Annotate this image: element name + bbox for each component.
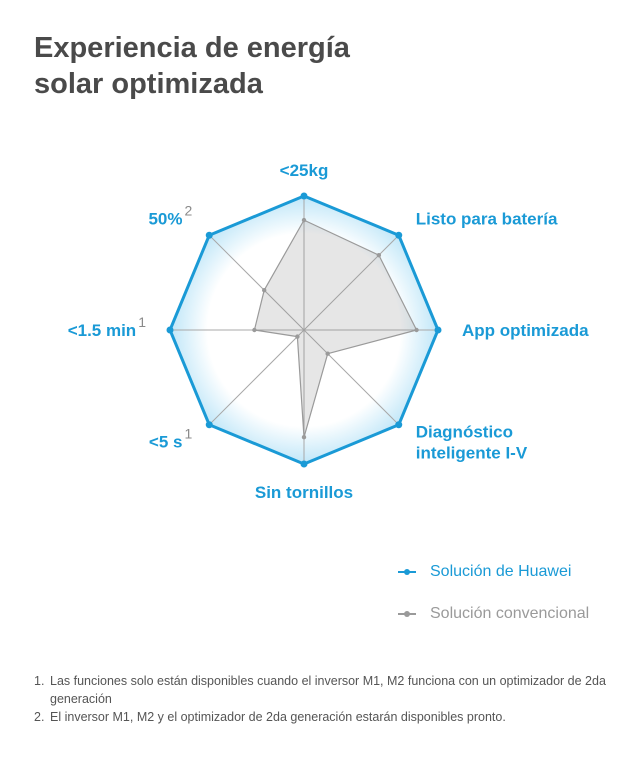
legend-marker-conventional-icon — [398, 608, 416, 620]
footnote-number: 1. — [34, 674, 45, 688]
radar-spoke — [208, 329, 305, 426]
series-huawei-point — [205, 231, 213, 239]
page-title: Experiencia de energía solar optimizada — [34, 30, 350, 102]
series-huawei-point — [395, 421, 403, 429]
series-huawei-point — [434, 326, 442, 334]
legend: Solución de Huawei Solución convencional — [398, 562, 589, 646]
legend-label-huawei: Solución de Huawei — [430, 563, 572, 580]
radar-spoke — [208, 234, 305, 331]
axis-label: <25kg — [280, 161, 329, 180]
title-line-2: solar optimizada — [34, 68, 263, 100]
footnote-text: Las funciones solo están disponibles cua… — [50, 674, 606, 706]
footnotes: 1. Las funciones solo están disponibles … — [34, 672, 614, 726]
axis-label: Diagnóstico inteligente I-V — [416, 423, 528, 463]
series-huawei-point — [166, 326, 174, 334]
legend-item-huawei: Solución de Huawei — [398, 562, 589, 582]
series-huawei-point — [300, 192, 308, 200]
axis-label: <1.5 min 1 — [68, 314, 147, 340]
radar-spoke — [303, 329, 400, 426]
series-huawei-point — [300, 460, 308, 468]
series-conventional-point — [301, 435, 307, 440]
radar-spoke — [303, 234, 400, 331]
footnote-number: 2. — [34, 710, 45, 724]
legend-label-conventional: Solución convencional — [430, 605, 590, 622]
series-conventional-point — [301, 217, 307, 223]
legend-marker-huawei-icon — [398, 566, 416, 578]
axis-label: Sin tornillos — [255, 483, 353, 502]
footnote-text: El inversor M1, M2 y el optimizador de 2… — [50, 710, 506, 724]
series-huawei-point — [395, 231, 403, 239]
title-line-1: Experiencia de energía — [34, 32, 350, 64]
series-conventional-point — [262, 288, 267, 293]
series-conventional-point — [414, 327, 419, 333]
series-conventional-point — [252, 327, 257, 333]
series-huawei-point — [205, 421, 213, 429]
axis-label: App optimizada — [462, 321, 589, 340]
series-conventional-point — [295, 334, 300, 339]
legend-item-conventional: Solución convencional — [398, 604, 589, 624]
series-conventional-point — [325, 351, 330, 356]
axis-label: Listo para batería — [416, 209, 558, 228]
footnote-2: 2. El inversor M1, M2 y el optimizador d… — [34, 708, 614, 726]
series-conventional-point — [376, 252, 382, 258]
footnote-1: 1. Las funciones solo están disponibles … — [34, 672, 614, 708]
radar-chart: <25kg Listo para batería App optimizada Dia… — [68, 161, 589, 502]
axis-label: 50% 2 — [148, 202, 192, 228]
